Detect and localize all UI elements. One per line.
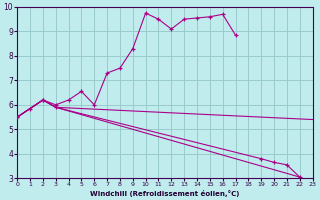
X-axis label: Windchill (Refroidissement éolien,°C): Windchill (Refroidissement éolien,°C) xyxy=(90,190,240,197)
